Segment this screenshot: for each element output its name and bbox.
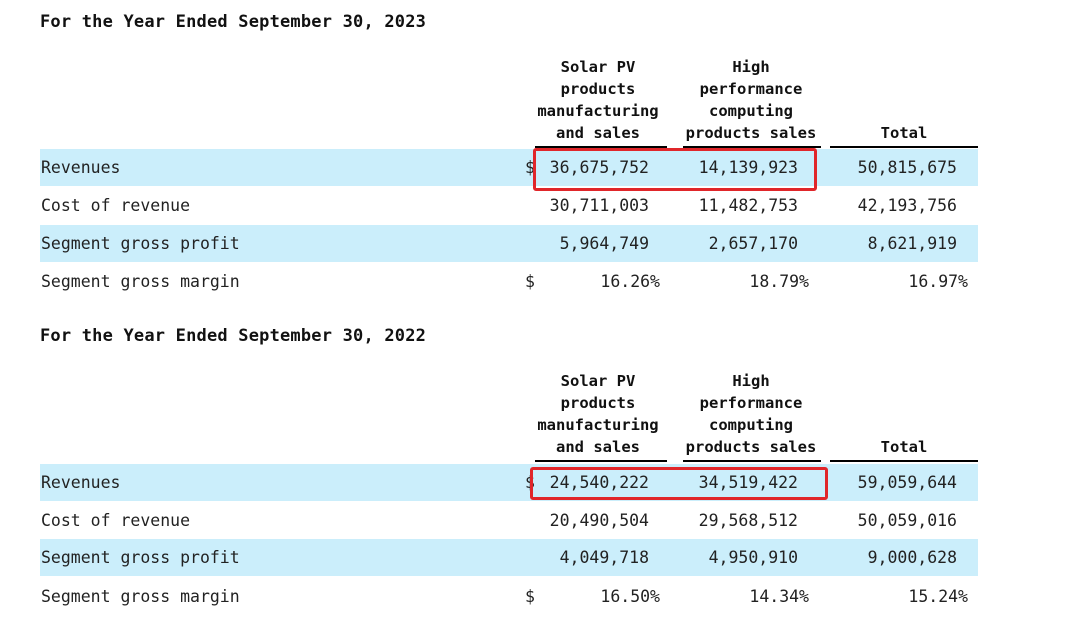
cell-hpc: 14,139,923: [698, 158, 798, 177]
currency-symbol: $: [525, 158, 535, 177]
col-header-solar: Solar PV products manufacturing and sale…: [537, 372, 659, 456]
cell-hpc: 2,657,170: [708, 234, 798, 253]
cell-hpc: 29,568,512: [698, 511, 798, 530]
col-header-hpc: High performance computing products sale…: [685, 58, 817, 142]
cell-hpc: 18.79%: [749, 272, 809, 291]
cell-solar: 4,049,718: [559, 548, 649, 567]
cell-solar: 5,964,749: [559, 234, 649, 253]
row-label: Segment gross profit: [41, 548, 240, 567]
table-row: Segment gross profit 5,964,749 2,657,170…: [40, 225, 978, 262]
cell-solar: 16.50%: [600, 587, 660, 606]
highlight-box: [530, 467, 828, 500]
currency-symbol: $: [525, 272, 535, 291]
cell-total: 59,059,644: [857, 473, 957, 492]
row-label: Segment gross profit: [41, 234, 240, 253]
col-header-hpc: High performance computing products sale…: [685, 372, 817, 456]
cell-solar: 20,490,504: [549, 511, 649, 530]
row-label: Cost of revenue: [41, 196, 191, 215]
cell-total: 16.97%: [908, 272, 968, 291]
row-label: Revenues: [41, 158, 121, 177]
table-row: Segment gross profit 4,049,718 4,950,910…: [40, 539, 978, 576]
cell-total: 50,059,016: [857, 511, 957, 530]
cell-total: 50,815,675: [857, 158, 957, 177]
highlight-box: [533, 148, 817, 191]
currency-symbol: $: [525, 473, 535, 492]
table-row: Cost of revenue 30,711,003 11,482,753 42…: [40, 187, 978, 224]
currency-symbol: $: [525, 587, 535, 606]
header-rule: [830, 460, 978, 462]
table-row: Segment gross margin $ 16.50% 14.34% 15.…: [40, 578, 978, 615]
row-label: Segment gross margin: [41, 587, 240, 606]
cell-solar: 16.26%: [600, 272, 660, 291]
header-rule: [535, 146, 667, 148]
cell-solar: 30,711,003: [549, 196, 649, 215]
table-row: Revenues $ 36,675,752 14,139,923 50,815,…: [40, 149, 978, 186]
col-header-solar: Solar PV products manufacturing and sale…: [537, 58, 659, 142]
cell-solar: 36,675,752: [549, 158, 649, 177]
table-row: Segment gross margin $ 16.26% 18.79% 16.…: [40, 263, 978, 300]
header-rule: [535, 460, 667, 462]
col-header-total: Total: [880, 438, 928, 456]
row-label: Segment gross margin: [41, 272, 240, 291]
row-label: Revenues: [41, 473, 121, 492]
section-title: For the Year Ended September 30, 2023: [40, 12, 427, 32]
section-title: For the Year Ended September 30, 2022: [40, 326, 427, 346]
cell-hpc: 34,519,422: [698, 473, 798, 492]
table-row: Cost of revenue 20,490,504 29,568,512 50…: [40, 502, 978, 539]
cell-hpc: 4,950,910: [708, 548, 798, 567]
header-rule: [830, 146, 978, 148]
cell-solar: 24,540,222: [549, 473, 649, 492]
cell-total: 42,193,756: [857, 196, 957, 215]
cell-total: 8,621,919: [867, 234, 957, 253]
col-header-total: Total: [880, 124, 928, 142]
header-rule: [683, 460, 821, 462]
header-rule: [683, 146, 821, 148]
cell-hpc: 11,482,753: [698, 196, 798, 215]
cell-total: 15.24%: [908, 587, 968, 606]
cell-hpc: 14.34%: [749, 587, 809, 606]
row-label: Cost of revenue: [41, 511, 191, 530]
cell-total: 9,000,628: [867, 548, 957, 567]
table-row: Revenues $ 24,540,222 34,519,422 59,059,…: [40, 464, 978, 501]
